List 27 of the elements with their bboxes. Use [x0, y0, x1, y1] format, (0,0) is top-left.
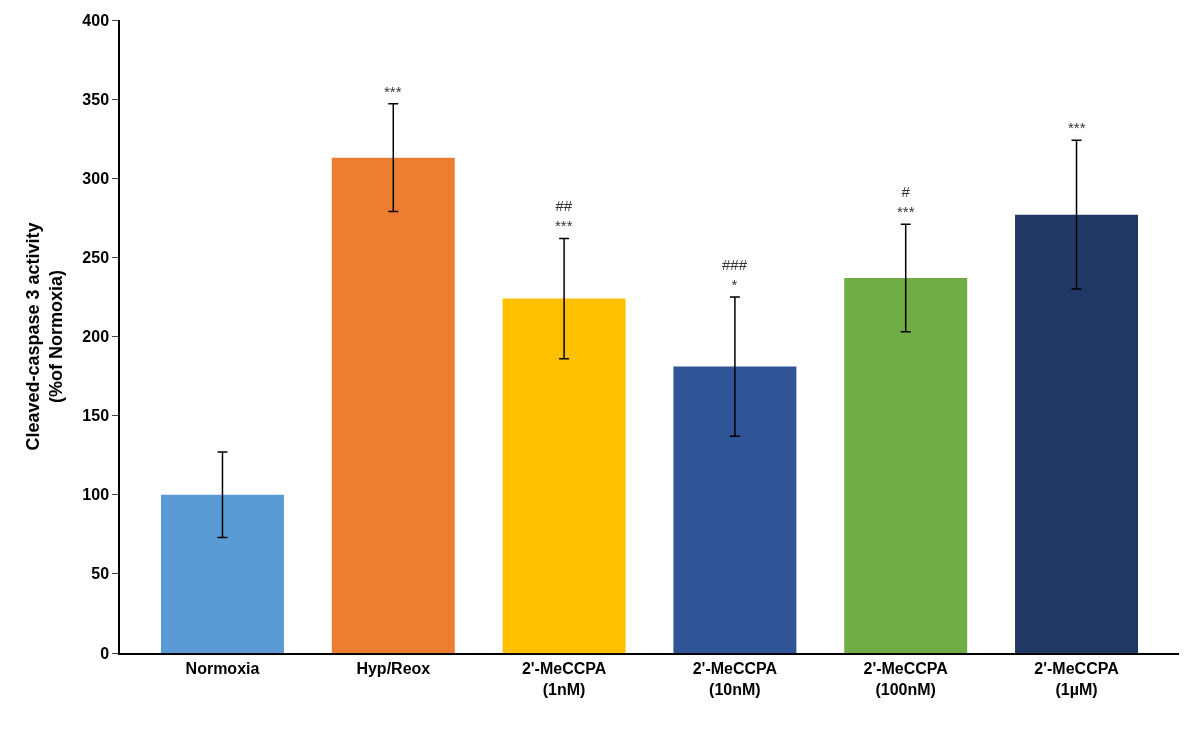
y-tick-label: 250 — [82, 248, 110, 266]
y-tick-label: 50 — [91, 565, 110, 583]
bar — [502, 298, 626, 653]
y-tick-label: 0 — [100, 644, 110, 662]
x-tick-label: 2'-MeCCPA (1nM) — [521, 659, 607, 698]
bar — [160, 494, 284, 653]
y-tick-label: 200 — [82, 328, 110, 346]
x-tick-label: 2'-MeCCPA (10nM) — [692, 659, 778, 698]
x-tick-label: 2'-MeCCPA (1µM) — [1034, 659, 1120, 698]
y-axis-title: Cleaved-caspase 3 activity (%of Normoxia) — [22, 222, 67, 451]
x-tick-label: Normoxia — [185, 659, 260, 677]
y-tick-label: 350 — [82, 90, 110, 108]
annotation: *** — [384, 83, 402, 100]
bar — [673, 366, 797, 653]
y-tick-label: 150 — [82, 407, 110, 425]
bar — [1015, 214, 1139, 653]
y-tick-label: 300 — [82, 169, 110, 187]
annotation: ## *** — [555, 197, 573, 234]
bar — [331, 157, 455, 653]
annotation: ### * — [722, 256, 748, 293]
y-tick-label: 400 — [82, 11, 110, 29]
x-tick-label: Hyp/Reox — [356, 659, 431, 677]
annotation: # *** — [897, 183, 915, 220]
x-tick-label: 2'-MeCCPA (100nM) — [863, 659, 949, 698]
annotation: *** — [1068, 119, 1086, 136]
bar — [844, 277, 968, 653]
y-tick-label: 100 — [82, 486, 110, 504]
